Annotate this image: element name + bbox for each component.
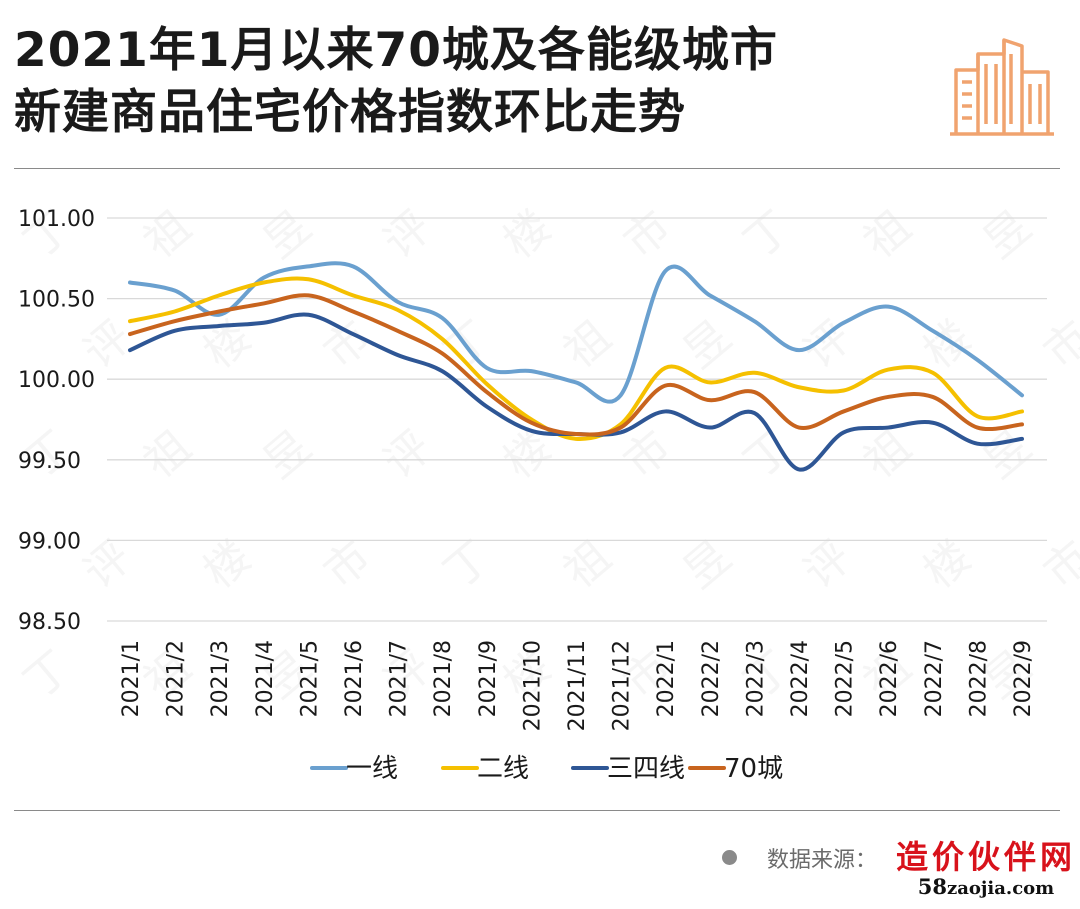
x-tick-label: 2022/4 <box>788 640 813 717</box>
svg-text:评: 评 <box>74 531 140 598</box>
svg-text:昱: 昱 <box>974 201 1040 268</box>
y-tick-label: 99.00 <box>18 529 81 554</box>
svg-text:楼: 楼 <box>914 531 980 598</box>
x-tick-label: 2021/7 <box>387 640 412 717</box>
title-line-2: 新建商品住宅价格指数环比走势 <box>14 85 686 140</box>
top-divider <box>14 168 1060 169</box>
x-tick-label: 2021/12 <box>610 640 635 731</box>
x-tick-label: 2022/8 <box>966 640 991 717</box>
y-tick-label: 100.50 <box>18 288 95 313</box>
svg-text:昱: 昱 <box>674 531 740 598</box>
x-tick-label: 2021/10 <box>520 640 545 731</box>
svg-text:评: 评 <box>374 201 440 268</box>
x-axis-ticks: 2021/1 2021/2 2021/3 2021/4 2021/5 2021/6 2021… <box>119 640 1036 731</box>
x-tick-label: 2022/5 <box>833 640 858 717</box>
x-tick-label: 2021/11 <box>565 640 590 731</box>
y-tick-label: 100.00 <box>18 368 95 393</box>
x-tick-label: 2022/6 <box>877 640 902 717</box>
svg-text:丁: 丁 <box>434 531 500 598</box>
legend: 一线 二线 三四线 70城 <box>310 754 783 784</box>
svg-text:祖: 祖 <box>854 421 920 488</box>
legend-label: 一线 <box>346 754 398 784</box>
watermark: 丁祖昱评楼市丁祖昱评楼市丁祖昱评楼市丁祖昱评楼市丁祖昱评楼市丁祖昱评楼市丁祖昱评… <box>14 201 1080 708</box>
x-tick-label: 2022/1 <box>654 640 679 717</box>
line-chart: 丁祖昱评楼市丁祖昱评楼市丁祖昱评楼市丁祖昱评楼市丁祖昱评楼市丁祖昱评楼市丁祖昱评… <box>14 201 1080 784</box>
bottom-divider <box>14 810 1060 811</box>
svg-text:祖: 祖 <box>554 531 620 598</box>
svg-text:祖: 祖 <box>854 201 920 268</box>
legend-label: 70城 <box>724 754 783 784</box>
svg-text:丁: 丁 <box>734 201 800 268</box>
x-tick-label: 2021/2 <box>164 640 189 717</box>
brand-name: 造价伙伴网 <box>896 838 1077 876</box>
y-tick-label: 98.50 <box>18 610 81 635</box>
svg-text:祖: 祖 <box>134 201 200 268</box>
brand-url-prefix: 58 <box>917 874 948 899</box>
brand-url: 58zaojia.com <box>896 876 1076 900</box>
x-tick-label: 2022/2 <box>699 640 724 717</box>
x-tick-label: 2022/3 <box>743 640 768 717</box>
x-tick-label: 2021/8 <box>431 640 456 717</box>
data-source-label: 数据来源： <box>767 848 878 873</box>
svg-text:市: 市 <box>614 201 680 268</box>
svg-text:昱: 昱 <box>974 421 1040 488</box>
brand-logo: 造价伙伴网 58zaojia.com <box>896 838 1076 900</box>
svg-text:市: 市 <box>314 531 380 598</box>
svg-text:丁: 丁 <box>734 421 800 488</box>
series-line-0 <box>128 261 1024 404</box>
x-tick-label: 2021/1 <box>119 640 144 717</box>
svg-text:楼: 楼 <box>194 531 260 598</box>
title-line-1: 2021年1月以来70城及各能级城市 <box>14 23 778 78</box>
svg-text:祖: 祖 <box>554 311 620 378</box>
svg-text:祖: 祖 <box>134 421 200 488</box>
x-tick-label: 2021/9 <box>476 640 501 717</box>
city-buildings-icon <box>950 38 1054 136</box>
svg-text:丁: 丁 <box>14 641 80 708</box>
svg-text:评: 评 <box>794 531 860 598</box>
x-tick-label: 2021/5 <box>297 640 322 717</box>
x-tick-label: 2022/9 <box>1011 640 1036 717</box>
y-tick-label: 99.50 <box>18 449 81 474</box>
legend-label: 三四线 <box>607 754 685 784</box>
data-source: 数据来源： <box>722 842 877 874</box>
y-tick-label: 101.00 <box>18 207 95 232</box>
svg-text:市: 市 <box>1034 531 1080 598</box>
bullet-icon <box>722 850 737 865</box>
series-line-3 <box>128 293 1024 437</box>
chart-title: 2021年1月以来70城及各能级城市 新建商品住宅价格指数环比走势 <box>14 20 778 144</box>
series-lines <box>128 261 1024 472</box>
x-tick-label: 2022/7 <box>922 640 947 717</box>
svg-text:昱: 昱 <box>254 201 320 268</box>
svg-text:楼: 楼 <box>494 201 560 268</box>
svg-text:评: 评 <box>374 421 440 488</box>
grid-lines <box>107 217 1047 622</box>
x-tick-label: 2021/3 <box>208 640 233 717</box>
series-line-1 <box>128 276 1024 441</box>
svg-text:昱: 昱 <box>254 421 320 488</box>
x-tick-label: 2021/6 <box>342 640 367 717</box>
y-axis-ticks: 101.00 100.50 100.00 99.50 99.00 98.50 <box>18 207 95 635</box>
x-tick-label: 2021/4 <box>253 640 278 717</box>
svg-text:市: 市 <box>1034 311 1080 378</box>
brand-url-rest: zaojia.com <box>947 878 1055 899</box>
legend-label: 二线 <box>477 754 529 784</box>
svg-text:楼: 楼 <box>194 311 260 378</box>
